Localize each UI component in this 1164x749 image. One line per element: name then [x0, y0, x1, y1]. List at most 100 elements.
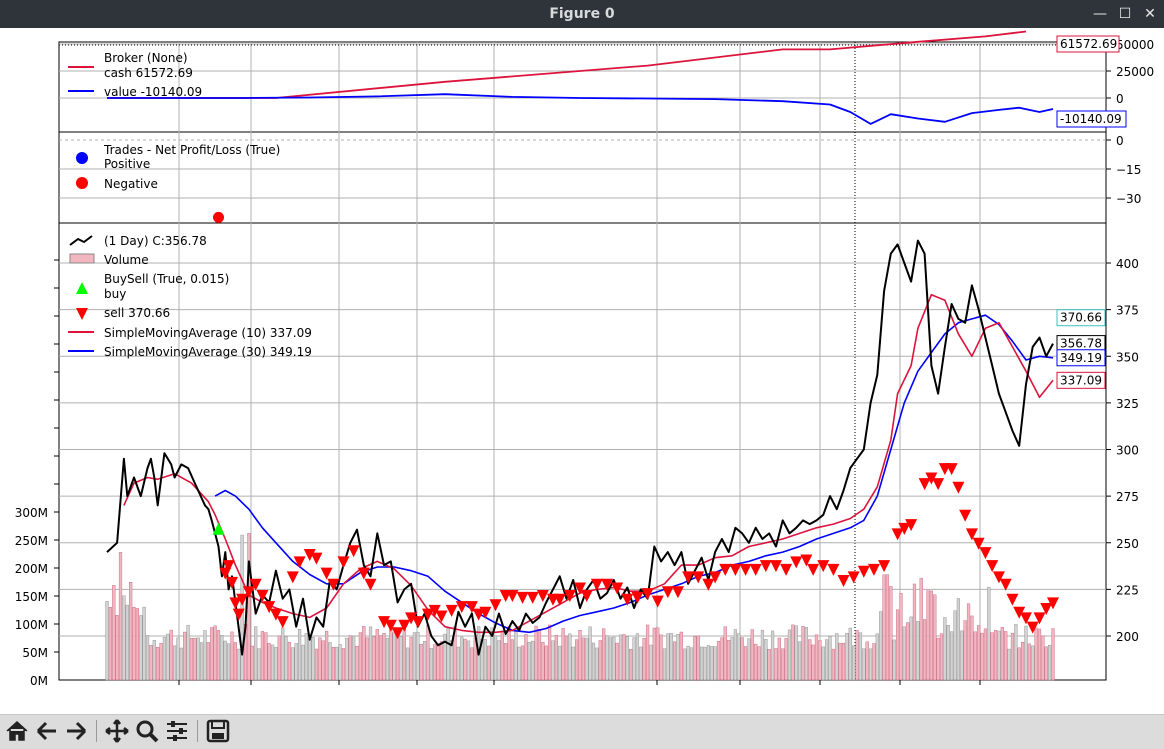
volume-bar [1024, 625, 1028, 681]
volume-bar [946, 625, 950, 681]
volume-bar [544, 645, 548, 681]
volume-bar [716, 641, 721, 681]
minimize-icon[interactable]: — [1093, 6, 1107, 22]
volume-bar [196, 637, 200, 681]
trades-legend: Trades - Net Profit/Loss (True) Positive… [76, 143, 280, 191]
volume-bar [581, 637, 585, 681]
volume-bar [933, 594, 937, 681]
volume-bar [220, 635, 224, 681]
sell-marker [479, 606, 492, 619]
save-icon[interactable] [205, 718, 231, 744]
forward-arrow-icon[interactable] [63, 718, 89, 744]
sell-marker [232, 608, 245, 621]
sell-marker [347, 545, 360, 558]
volume-bar [1051, 628, 1055, 681]
volume-bar [564, 635, 569, 681]
volume-bar [399, 636, 403, 681]
volume-bar [966, 603, 971, 681]
configure-subplots-icon[interactable] [164, 718, 190, 744]
home-icon[interactable] [4, 718, 30, 744]
volume-bar [270, 644, 275, 681]
value-legend-label: value -10140.09 [104, 85, 202, 99]
close-legend-swatch [69, 235, 93, 246]
volume-bar [389, 624, 393, 681]
volume-bar [439, 641, 444, 681]
volume-bar [774, 648, 778, 681]
maximize-icon[interactable]: ☐ [1118, 6, 1132, 22]
volume-bar [889, 586, 893, 681]
volume-bar [551, 640, 555, 681]
close-icon[interactable]: ✕ [1144, 6, 1156, 22]
window-titlebar: Figure 0 — ☐ ✕ [0, 0, 1164, 28]
volume-bar [547, 624, 552, 681]
volume-bar [470, 647, 474, 681]
volume-bar [554, 634, 558, 681]
volume-bar [872, 643, 876, 681]
buysell-legend-title: BuySell (True, 0.015) [104, 272, 229, 286]
volume-bar [139, 615, 143, 681]
volume-bar [422, 641, 427, 681]
volume-bar [176, 637, 180, 681]
volume-bar [571, 646, 575, 681]
volume-bar [409, 637, 413, 681]
sell-marker [398, 619, 411, 632]
cash-line [107, 30, 1027, 99]
sell-marker [303, 548, 316, 561]
value-last-label-box [1056, 110, 1127, 128]
volume-bar [105, 601, 109, 681]
close-last-label: 356.78 [1060, 337, 1102, 351]
volume-bar [149, 645, 153, 681]
zoom-icon[interactable] [134, 718, 160, 744]
volume-bar [862, 648, 866, 681]
sell-marker [1033, 612, 1046, 625]
toolbar-separator [96, 720, 97, 742]
back-arrow-icon[interactable] [34, 718, 60, 744]
sell-legend-label: sell 370.66 [104, 306, 170, 320]
sell-marker [526, 591, 539, 604]
volume-bar [902, 626, 906, 681]
sell-marker [661, 586, 674, 599]
volume-bar [561, 628, 565, 681]
volume-bar [743, 646, 748, 681]
volume-bar [909, 616, 913, 681]
volume-bar [568, 633, 572, 681]
volume-y-tick-label: 200M [15, 562, 48, 576]
volume-bar [591, 642, 596, 681]
volume-bar [341, 648, 346, 681]
buy-marker [212, 522, 225, 535]
volume-bar [297, 629, 302, 681]
sell-marker [972, 537, 985, 550]
volume-bar [730, 637, 734, 681]
volume-bar [777, 637, 781, 681]
volume-bar [314, 648, 319, 681]
volume-bar [450, 640, 454, 681]
volume-bar [368, 626, 373, 681]
grid-lines [59, 42, 1106, 680]
volume-bar [838, 642, 842, 681]
volume-bar [524, 634, 528, 681]
price-y-tick-label: 375 [1116, 304, 1139, 318]
pan-icon[interactable] [104, 718, 130, 744]
volume-bar [260, 631, 265, 681]
volume-bar [895, 609, 900, 681]
sell-marker [1013, 606, 1026, 619]
volume-bar [602, 628, 606, 681]
sell-marker [918, 478, 931, 491]
sell-marker [489, 599, 502, 612]
negative-legend-label: Negative [104, 177, 158, 191]
sell-marker [435, 610, 448, 623]
volume-bar [240, 534, 244, 681]
sma10-last-label: 337.09 [1060, 373, 1102, 387]
volume-bar [608, 637, 613, 681]
sell-marker [411, 616, 424, 629]
trades-y-tick-label: 0 [1116, 134, 1124, 148]
volume-bar [338, 644, 342, 681]
volume-bar [186, 624, 190, 681]
volume-bar [892, 639, 896, 681]
volume-bar [250, 645, 254, 681]
sell-marker [898, 522, 911, 535]
trades-y-tick-label: −30 [1116, 192, 1141, 206]
volume-bar [882, 574, 886, 681]
volume-bar [953, 610, 957, 681]
volume-y-tick-label: 100M [15, 618, 48, 632]
